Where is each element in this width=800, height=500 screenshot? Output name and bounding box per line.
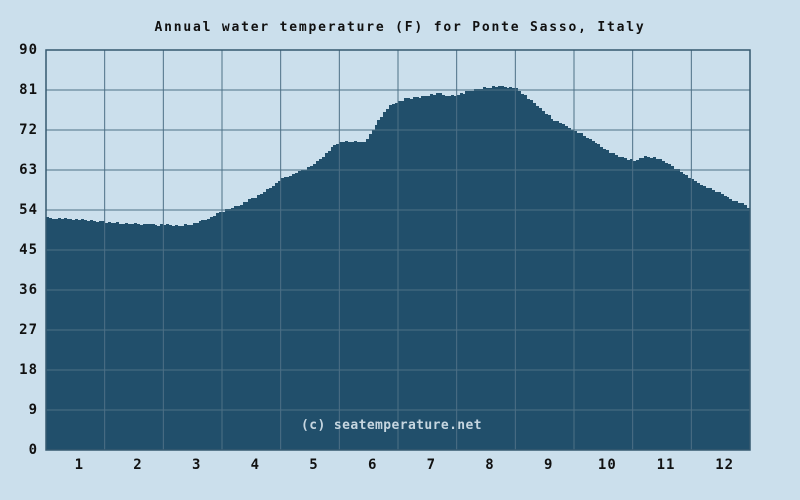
x-axis-month-label: 10 bbox=[597, 457, 617, 473]
watermark: (c) seatemperature.net bbox=[301, 418, 482, 433]
x-axis-month-label: 9 bbox=[543, 457, 554, 473]
y-axis-tick-label: 9 bbox=[28, 402, 38, 418]
x-axis-month-label: 6 bbox=[367, 457, 378, 473]
y-axis-tick-label: 27 bbox=[19, 322, 38, 338]
y-axis-tick-label: 0 bbox=[28, 442, 38, 458]
x-axis-month-label: 1 bbox=[74, 457, 85, 473]
plot-frame bbox=[45, 49, 751, 451]
x-axis-month-label: 2 bbox=[133, 457, 143, 473]
x-axis-month-label: 8 bbox=[485, 457, 495, 473]
y-axis-tick-label: 54 bbox=[19, 202, 38, 218]
y-axis-tick-label: 18 bbox=[19, 362, 38, 378]
x-axis-month-label: 4 bbox=[250, 457, 261, 473]
x-axis-month-label: 12 bbox=[715, 457, 735, 473]
y-axis-tick-label: 81 bbox=[19, 82, 38, 98]
y-axis-tick-label: 63 bbox=[19, 162, 38, 178]
x-axis-month-label: 3 bbox=[191, 457, 202, 473]
y-axis-tick-label: 36 bbox=[19, 282, 38, 298]
x-axis-month-label: 11 bbox=[656, 457, 676, 473]
x-axis-month-label: 7 bbox=[426, 457, 437, 473]
chart-title: Annual water temperature (F) for Ponte S… bbox=[154, 20, 646, 35]
y-axis-tick-label: 90 bbox=[19, 42, 38, 58]
x-axis-month-label: 5 bbox=[309, 457, 319, 473]
y-axis-tick-label: 45 bbox=[19, 242, 38, 258]
y-axis-tick-label: 72 bbox=[19, 122, 38, 138]
